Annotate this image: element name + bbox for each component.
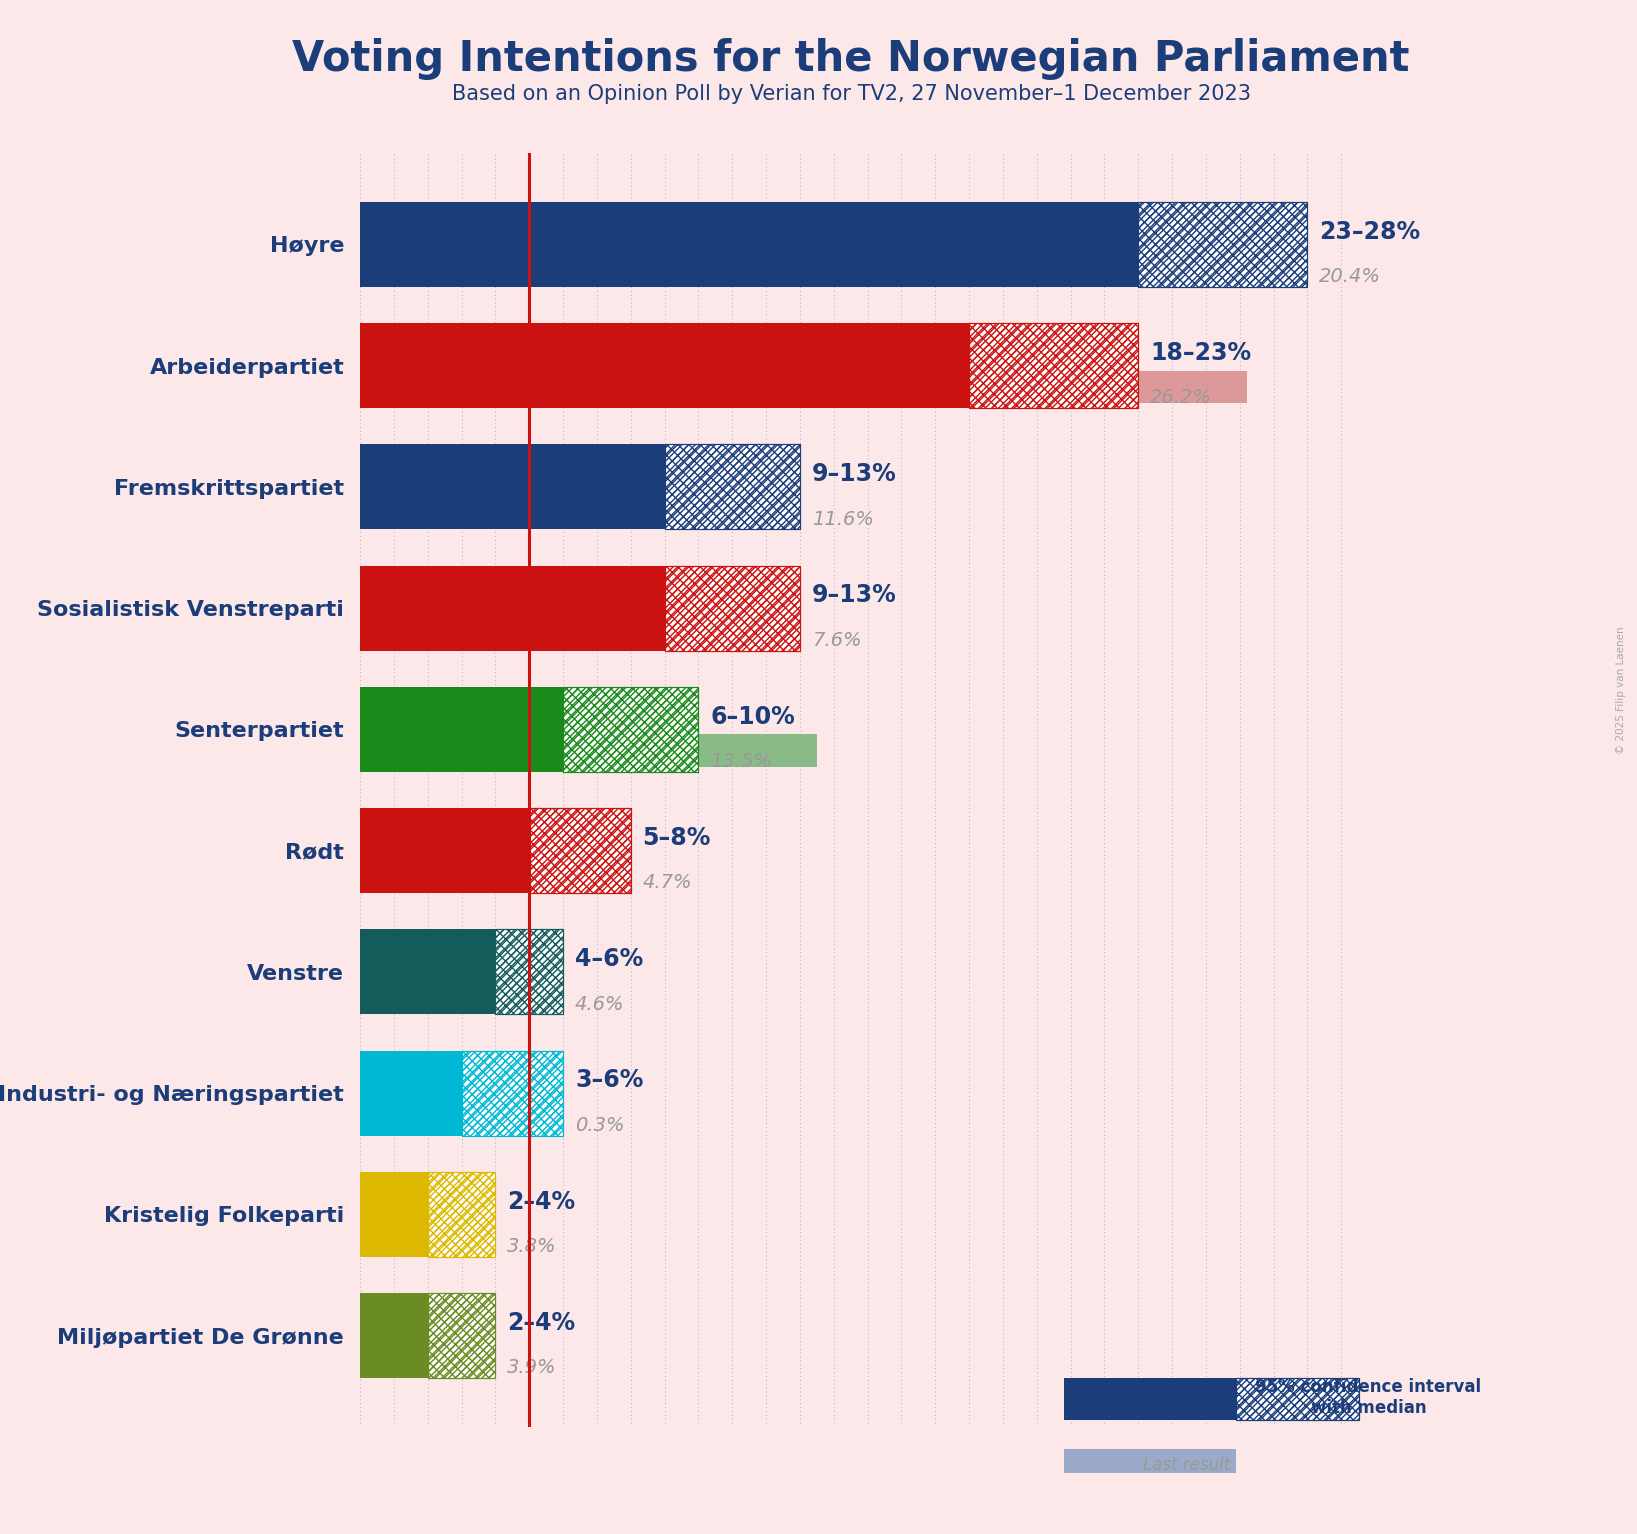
Text: 95% confidence interval
with median: 95% confidence interval with median bbox=[1256, 1378, 1481, 1417]
Bar bbox=[360, 687, 563, 772]
Bar bbox=[360, 1098, 370, 1131]
Text: 18–23%: 18–23% bbox=[1151, 341, 1251, 365]
Bar bbox=[563, 687, 699, 772]
Bar bbox=[360, 735, 817, 767]
Text: © 2025 Filip van Laenen: © 2025 Filip van Laenen bbox=[1616, 626, 1626, 755]
Bar bbox=[427, 1293, 496, 1378]
Text: 3.8%: 3.8% bbox=[507, 1238, 557, 1256]
Text: 9–13%: 9–13% bbox=[812, 462, 897, 486]
Bar bbox=[665, 445, 800, 529]
Text: 0.3%: 0.3% bbox=[575, 1115, 624, 1135]
Bar bbox=[462, 1051, 563, 1135]
Bar bbox=[563, 687, 699, 772]
Bar bbox=[360, 1293, 427, 1378]
Bar bbox=[360, 808, 529, 893]
Bar bbox=[360, 250, 1051, 282]
Bar bbox=[969, 324, 1138, 408]
Text: 7.6%: 7.6% bbox=[812, 630, 861, 650]
Bar bbox=[360, 324, 969, 408]
Text: Voting Intentions for the Norwegian Parliament: Voting Intentions for the Norwegian Parl… bbox=[293, 38, 1409, 80]
Bar bbox=[427, 1172, 496, 1256]
Bar bbox=[360, 1220, 489, 1252]
Bar bbox=[529, 808, 630, 893]
Bar bbox=[1064, 1450, 1236, 1473]
Bar bbox=[1138, 202, 1308, 287]
Bar bbox=[360, 614, 617, 646]
Text: 3.9%: 3.9% bbox=[507, 1359, 557, 1378]
Text: 4–6%: 4–6% bbox=[575, 946, 643, 971]
Bar bbox=[360, 566, 665, 650]
Bar bbox=[360, 856, 519, 888]
Text: 4.7%: 4.7% bbox=[643, 873, 692, 893]
Text: 20.4%: 20.4% bbox=[1319, 267, 1382, 287]
Text: 26.2%: 26.2% bbox=[1151, 388, 1211, 408]
Text: 5–8%: 5–8% bbox=[643, 825, 710, 850]
Bar bbox=[665, 566, 800, 650]
Bar bbox=[427, 1172, 496, 1256]
Bar bbox=[427, 1172, 496, 1256]
Bar bbox=[360, 445, 665, 529]
Bar bbox=[462, 1051, 563, 1135]
Text: 23–28%: 23–28% bbox=[1319, 219, 1421, 244]
Bar bbox=[496, 930, 563, 1014]
Text: 13.5%: 13.5% bbox=[710, 752, 773, 772]
Bar bbox=[360, 977, 516, 1009]
Bar bbox=[360, 1341, 493, 1373]
Text: 9–13%: 9–13% bbox=[812, 583, 897, 607]
Bar bbox=[665, 445, 800, 529]
Bar bbox=[665, 566, 800, 650]
Bar bbox=[1236, 1378, 1359, 1420]
Bar bbox=[462, 1051, 563, 1135]
Bar bbox=[427, 1293, 496, 1378]
Bar bbox=[427, 1293, 496, 1378]
Bar bbox=[360, 202, 1138, 287]
Text: 2–4%: 2–4% bbox=[507, 1312, 576, 1335]
Bar bbox=[969, 324, 1138, 408]
Text: 4.6%: 4.6% bbox=[575, 994, 624, 1014]
Bar bbox=[496, 930, 563, 1014]
Bar bbox=[360, 1172, 427, 1256]
Bar bbox=[1138, 202, 1308, 287]
Bar bbox=[529, 808, 630, 893]
Bar bbox=[360, 371, 1246, 403]
Bar bbox=[1236, 1378, 1359, 1420]
Bar bbox=[496, 930, 563, 1014]
Bar bbox=[1138, 202, 1308, 287]
Bar bbox=[969, 324, 1138, 408]
Bar bbox=[665, 445, 800, 529]
Bar bbox=[665, 566, 800, 650]
Bar bbox=[1064, 1378, 1236, 1420]
Bar bbox=[360, 930, 496, 1014]
Bar bbox=[360, 492, 753, 525]
Bar bbox=[360, 1051, 462, 1135]
Text: 11.6%: 11.6% bbox=[812, 509, 874, 529]
Text: Based on an Opinion Poll by Verian for TV2, 27 November–1 December 2023: Based on an Opinion Poll by Verian for T… bbox=[452, 84, 1251, 104]
Text: 2–4%: 2–4% bbox=[507, 1190, 576, 1213]
Bar bbox=[529, 808, 630, 893]
Text: 6–10%: 6–10% bbox=[710, 704, 796, 729]
Text: Last result: Last result bbox=[1143, 1456, 1231, 1474]
Bar bbox=[563, 687, 699, 772]
Bar bbox=[1236, 1378, 1359, 1420]
Text: 3–6%: 3–6% bbox=[575, 1068, 643, 1092]
